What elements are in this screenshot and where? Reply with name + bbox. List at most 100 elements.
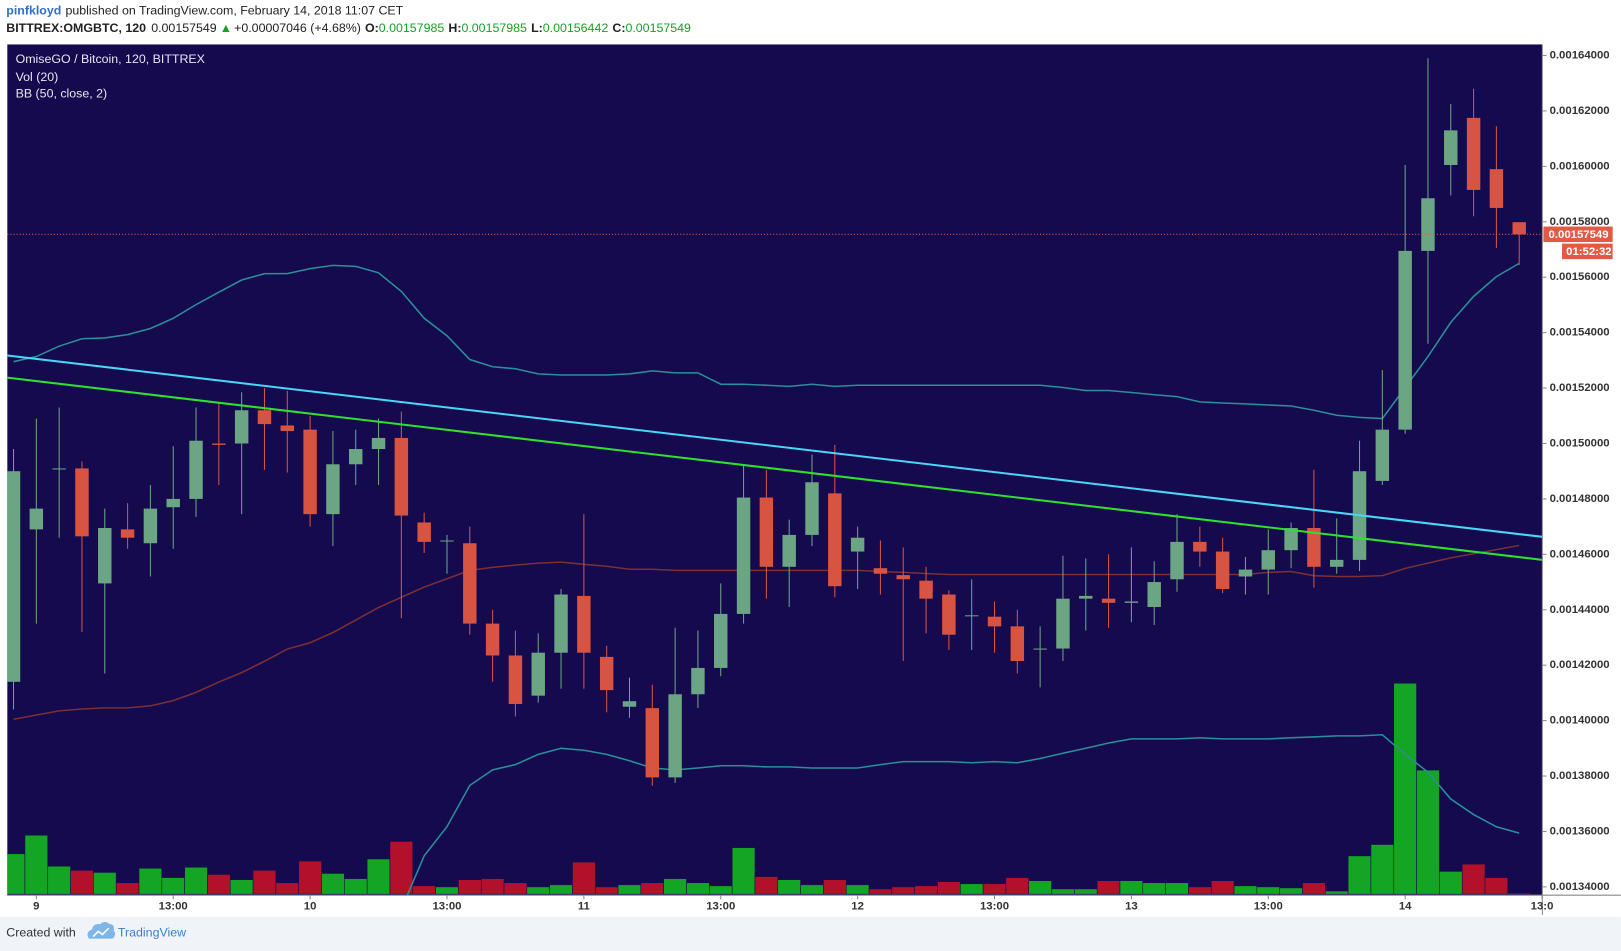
- bollinger-upper: [13, 262, 1520, 420]
- y-tick-label: 0.00138000: [1550, 770, 1610, 782]
- candle-body: [896, 575, 910, 580]
- x-tick-label: 13:00: [432, 901, 461, 913]
- author[interactable]: pinfkloyd: [6, 4, 61, 18]
- volume-bar: [207, 874, 231, 895]
- candle-body: [29, 508, 44, 530]
- x-tick-label: 11: [578, 901, 590, 913]
- candle-body: [463, 543, 477, 624]
- volume-bar: [298, 860, 322, 895]
- countdown-label: 01:52:32: [1566, 246, 1611, 258]
- volume-bar: [1302, 882, 1326, 895]
- volume-bar: [731, 847, 756, 895]
- y-tick-label: 0.00150000: [1550, 437, 1610, 449]
- last-price-box: [1543, 226, 1613, 243]
- candle-body: [964, 615, 979, 617]
- close-label: C:: [612, 21, 625, 35]
- y-tick-label: 0.00164000: [1550, 50, 1610, 62]
- x-tick-label: 10: [304, 901, 317, 913]
- y-tick-label: 0.00146000: [1550, 548, 1610, 560]
- y-tick-label: 0.00140000: [1550, 715, 1610, 727]
- candle-body: [919, 580, 933, 599]
- candle-body: [1124, 601, 1139, 603]
- last-price-label: 0.00157549: [1549, 229, 1609, 241]
- candle-body: [257, 410, 272, 425]
- volume-bar: [960, 883, 984, 895]
- candle-body: [120, 529, 135, 538]
- candle-body: [1307, 528, 1321, 567]
- volume-bar: [1119, 880, 1144, 895]
- candle-body: [1466, 117, 1481, 190]
- volume-bar: [1051, 888, 1075, 895]
- y-tick-label: 0.00156000: [1550, 271, 1610, 283]
- low-label: L:: [531, 21, 543, 35]
- candle-body: [280, 425, 295, 432]
- volume-bar: [47, 865, 71, 895]
- volume-bar: [640, 882, 664, 895]
- volume-bar: [709, 885, 733, 895]
- candle-body: [326, 464, 340, 515]
- candle-body: [1512, 222, 1526, 235]
- candle-body: [7, 471, 21, 682]
- volume-bar: [572, 861, 596, 895]
- candle-body: [1329, 559, 1344, 567]
- candle-body: [1193, 541, 1207, 552]
- y-tick-label: 0.00142000: [1550, 659, 1610, 671]
- volume-bar: [389, 841, 413, 895]
- change-arrow: ▲: [220, 21, 232, 35]
- volume-bar: [1165, 882, 1189, 895]
- candle-body: [508, 655, 523, 704]
- header-line-1: pinfkloyd published on TradingView.com, F…: [6, 4, 403, 18]
- volume-bar: [937, 881, 961, 895]
- volume-bar: [777, 879, 801, 895]
- candle-body: [1010, 626, 1025, 662]
- volume-bar: [366, 858, 391, 895]
- candle-body: [143, 508, 158, 544]
- x-tick-label: 13: [1125, 901, 1138, 913]
- volume-bar: [617, 884, 642, 895]
- volume-bar: [1347, 855, 1372, 895]
- candle-body: [98, 528, 112, 584]
- trendline: [7, 376, 1543, 561]
- x-tick-label: 13:0: [1531, 901, 1554, 913]
- volume-bar: [480, 878, 505, 895]
- candle-body: [873, 568, 888, 574]
- volume-bar: [321, 873, 345, 895]
- volume-bar: [1142, 882, 1166, 895]
- candle-body: [234, 410, 249, 444]
- volume-bar: [24, 834, 48, 895]
- volume-bar: [1233, 885, 1258, 895]
- candle-body: [371, 437, 386, 450]
- candle-body: [1398, 250, 1412, 430]
- candle-body: [736, 497, 751, 614]
- volume-bar: [1416, 769, 1440, 895]
- candle-body: [645, 708, 660, 778]
- candle-body: [691, 667, 705, 695]
- candle-body: [75, 468, 89, 537]
- x-tick-label: 12: [851, 901, 864, 913]
- close-value: 0.00157549: [625, 21, 691, 35]
- volume-bar: [70, 870, 94, 895]
- y-tick-label: 0.00152000: [1550, 382, 1610, 394]
- candle-body: [531, 652, 545, 696]
- x-tick-label: 13:00: [1254, 901, 1283, 913]
- volume-bar: [1461, 863, 1486, 895]
- volume-bar: [161, 877, 185, 895]
- high-value: 0.00157985: [461, 21, 527, 35]
- footer-brand[interactable]: TradingView: [118, 926, 186, 940]
- x-tick-label: 13:00: [980, 901, 1009, 913]
- x-tick-label: 13:00: [159, 901, 188, 913]
- candle-body: [1056, 598, 1070, 649]
- candle-body: [1101, 598, 1116, 603]
- candle-body: [1033, 648, 1047, 650]
- volume-bar: [1439, 871, 1463, 895]
- volume-bar: [344, 878, 368, 895]
- brand-logo[interactable]: [87, 922, 116, 939]
- volume-bar: [1370, 844, 1394, 895]
- volume-bar: [1074, 888, 1098, 895]
- y-tick-label: 0.00144000: [1550, 604, 1610, 616]
- candle-body: [668, 694, 682, 778]
- y-tick-label: 0.00136000: [1550, 825, 1610, 837]
- candle-body: [1261, 550, 1275, 570]
- low-value: 0.00156442: [543, 21, 609, 35]
- brand-icon-line: [92, 927, 110, 938]
